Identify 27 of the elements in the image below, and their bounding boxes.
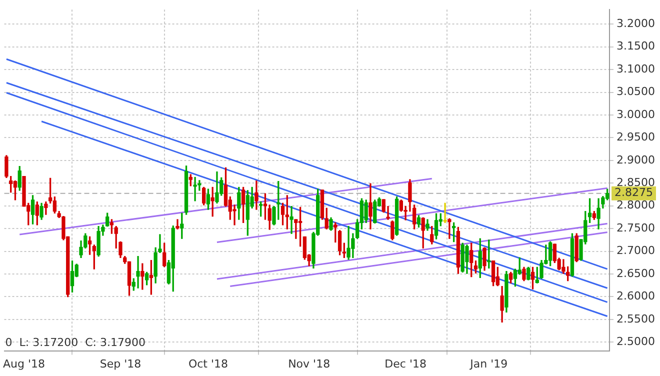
y-tick-label: 2.7000 [616, 244, 656, 258]
x-tick-label: Nov '18 [288, 357, 330, 370]
candlestick [136, 256, 140, 288]
x-tick-label: Aug '18 [3, 357, 45, 370]
candlestick [443, 202, 447, 224]
y-tick-label: 3.0000 [616, 108, 656, 121]
y-tick-label: 2.6500 [616, 266, 656, 280]
y-tick-label: 2.5000 [616, 335, 656, 348]
y-tick-label: 2.7500 [616, 221, 656, 234]
y-tick-label: 2.9000 [616, 153, 656, 166]
candlestick [290, 206, 294, 234]
y-tick-label: 2.6000 [616, 290, 656, 303]
candlestick [176, 219, 180, 230]
y-tick-label: 2.8000 [616, 198, 656, 212]
x-tick-label: Sep '18 [100, 357, 142, 370]
x-tick-label: Jan '19 [469, 357, 508, 370]
y-tick-label: 3.0500 [616, 85, 656, 98]
y-tick-label: 2.9500 [616, 130, 656, 144]
y-tick-label: 2.5500 [616, 312, 656, 326]
candlestick [448, 218, 452, 239]
y-tick-label: 3.1500 [616, 40, 656, 53]
y-tick-label: 3.1000 [616, 62, 656, 76]
annotation: 0 L: 3.17200 C: 3.17900 [5, 336, 146, 350]
x-tick-label: Oct '18 [188, 357, 228, 370]
ref-line-label: 2.8275 [614, 186, 654, 200]
y-tick-label: 3.2000 [616, 17, 656, 30]
x-tick-label: Dec '18 [384, 357, 426, 370]
